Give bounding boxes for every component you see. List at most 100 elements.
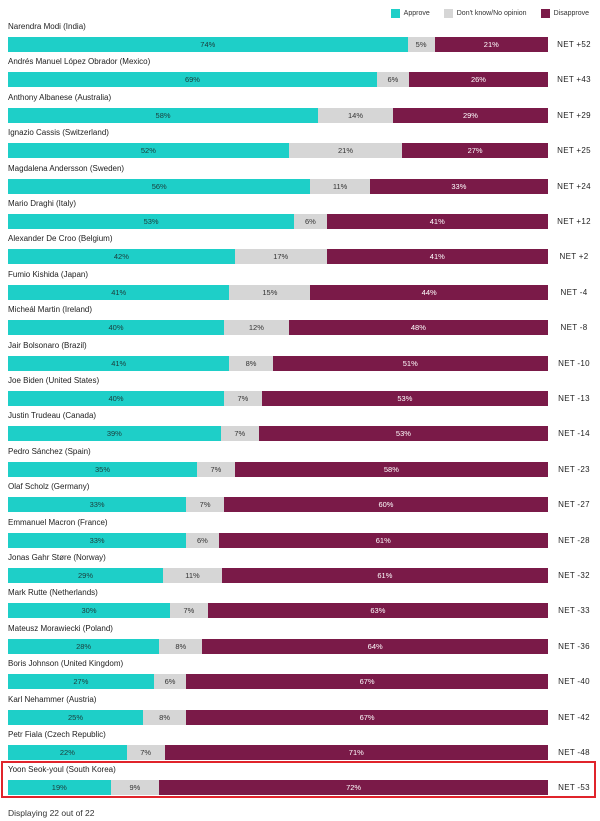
bar-segment-disapprove[interactable]: 53%: [258, 426, 548, 442]
bar-segment-approve[interactable]: 30%: [8, 603, 170, 619]
bar-segment-unsure[interactable]: 6%: [376, 72, 409, 88]
bar-segment-disapprove[interactable]: 48%: [288, 320, 548, 336]
bar-segment-approve[interactable]: 40%: [8, 320, 224, 336]
bar-segment-disapprove[interactable]: 53%: [261, 391, 548, 406]
bar-segment-unsure[interactable]: 7%: [224, 391, 262, 406]
bar-segment-unsure[interactable]: 8%: [159, 638, 203, 654]
net-score: NET -23: [558, 464, 590, 474]
bar-segment-approve[interactable]: 19%: [8, 780, 111, 796]
bar-segment-approve[interactable]: 56%: [8, 178, 311, 194]
data-label-disapprove: 58%: [383, 464, 399, 474]
stacked-bar: 74% 5% 21%: [8, 37, 548, 52]
legend-item-approve[interactable]: Approve: [390, 9, 430, 18]
data-label-approve: 56%: [151, 181, 167, 191]
bar-segment-disapprove[interactable]: 27%: [402, 143, 548, 159]
bar-segment-approve[interactable]: 41%: [8, 284, 230, 300]
data-label-approve: 53%: [143, 217, 159, 226]
bar-segment-unsure[interactable]: 7%: [197, 461, 235, 477]
bar-segment-approve[interactable]: 74%: [8, 37, 408, 52]
stacked-bar: 39% 7% 53%: [8, 426, 548, 442]
stacked-bar: 41% 8% 51%: [8, 355, 548, 371]
bar-segment-disapprove[interactable]: 21%: [434, 37, 548, 52]
bar-segment-unsure[interactable]: 6%: [153, 674, 187, 690]
data-label-unsure: 7%: [237, 394, 249, 403]
bar-segment-disapprove[interactable]: 33%: [369, 178, 548, 194]
bar-segment-approve[interactable]: 27%: [8, 674, 154, 690]
data-label-disapprove: 33%: [451, 181, 467, 191]
bar-segment-approve[interactable]: 28%: [8, 638, 160, 654]
bar-segment-unsure[interactable]: 7%: [186, 497, 224, 513]
legend-label-unsure: Don't know/No opinion: [456, 10, 527, 17]
legend-item-unsure[interactable]: Don't know/No opinion: [443, 9, 527, 18]
bar-segment-approve[interactable]: 69%: [8, 72, 377, 88]
bar-segment-approve[interactable]: 52%: [8, 143, 289, 159]
bar-segment-disapprove[interactable]: 61%: [221, 568, 548, 583]
net-score: NET -53: [558, 783, 590, 793]
chart-row: Magdalena Andersson (Sweden) 56% 11% 33% NET…: [0, 164, 600, 199]
bar-segment-disapprove[interactable]: 67%: [186, 674, 548, 690]
row-label: Jonas Gahr Støre (Norway): [8, 553, 106, 562]
bar-segment-disapprove[interactable]: 41%: [326, 249, 548, 265]
bar-segment-disapprove[interactable]: 71%: [164, 745, 548, 760]
data-label-disapprove: 64%: [367, 641, 383, 651]
bar-segment-disapprove[interactable]: 61%: [218, 532, 548, 548]
bar-segment-disapprove[interactable]: 41%: [326, 214, 548, 229]
bar-segment-approve[interactable]: 42%: [8, 249, 235, 265]
bar-segment-disapprove[interactable]: 64%: [202, 638, 548, 654]
bar-segment-unsure[interactable]: 11%: [163, 568, 222, 583]
bar-segment-unsure[interactable]: 7%: [170, 603, 208, 619]
data-label-approve: 27%: [73, 677, 89, 687]
bar-segment-approve[interactable]: 58%: [8, 107, 319, 123]
row-label: Mario Draghi (Italy): [8, 199, 77, 208]
bar-segment-unsure[interactable]: 15%: [229, 284, 311, 300]
bar-segment-unsure[interactable]: 7%: [126, 745, 165, 760]
bar-segment-disapprove[interactable]: 44%: [310, 284, 548, 300]
bar-segment-approve[interactable]: 41%: [8, 355, 230, 371]
bar-segment-disapprove[interactable]: 72%: [159, 780, 548, 796]
bar-segment-unsure[interactable]: 7%: [220, 426, 259, 442]
bar-segment-approve[interactable]: 35%: [8, 461, 197, 477]
bar-segment-approve[interactable]: 22%: [8, 745, 127, 760]
bar-segment-disapprove[interactable]: 60%: [223, 497, 548, 513]
bar-segment-unsure[interactable]: 9%: [110, 780, 160, 796]
chart-row: Mario Draghi (Italy) 53% 6% 41% NET +12: [0, 199, 600, 234]
bar-segment-disapprove[interactable]: 29%: [392, 107, 548, 123]
bar-segment-unsure[interactable]: 17%: [234, 249, 327, 265]
data-label-disapprove: 60%: [378, 500, 394, 510]
bar-segment-approve[interactable]: 25%: [8, 709, 143, 725]
row-label: Ignazio Cassis (Switzerland): [8, 128, 109, 138]
chart-row: Mark Rutte (Netherlands) 30% 7% 63% NET -33: [0, 588, 600, 623]
data-label-disapprove: 63%: [370, 606, 386, 616]
bar-segment-unsure[interactable]: 8%: [143, 709, 187, 725]
stacked-bar: 40% 12% 48%: [8, 320, 548, 336]
bar-segment-approve[interactable]: 53%: [8, 214, 295, 229]
stacked-bar: 30% 7% 63%: [8, 603, 548, 619]
bar-segment-disapprove[interactable]: 26%: [408, 72, 548, 88]
bar-segment-approve[interactable]: 29%: [8, 568, 164, 583]
bar-segment-approve[interactable]: 33%: [8, 497, 187, 513]
bar-segment-disapprove[interactable]: 51%: [272, 355, 548, 371]
stacked-bar: 40% 7% 53%: [8, 391, 548, 406]
legend-swatch-unsure: [443, 9, 453, 18]
bar-segment-disapprove[interactable]: 67%: [186, 709, 548, 725]
bar-segment-unsure[interactable]: 5%: [407, 37, 435, 52]
bar-segment-unsure[interactable]: 8%: [229, 355, 273, 371]
net-score: NET +29: [557, 110, 591, 120]
bar-segment-approve[interactable]: 40%: [8, 391, 224, 406]
bar-segment-approve[interactable]: 39%: [8, 426, 221, 442]
bar-segment-unsure[interactable]: 21%: [288, 143, 403, 159]
chart-row: Pedro Sánchez (Spain) 35% 7% 58% NET -23: [0, 447, 600, 482]
data-label-approve: 19%: [51, 783, 67, 793]
bar-segment-approve[interactable]: 33%: [8, 532, 187, 548]
bar-segment-unsure[interactable]: 11%: [310, 178, 370, 194]
bar-segment-unsure[interactable]: 12%: [224, 320, 289, 336]
stacked-bar: 22% 7% 71%: [8, 745, 548, 760]
bar-segment-disapprove[interactable]: 63%: [207, 603, 548, 619]
bar-segment-unsure[interactable]: 6%: [294, 214, 327, 229]
bar-segment-unsure[interactable]: 14%: [318, 107, 393, 123]
data-label-disapprove: 67%: [359, 677, 375, 687]
bar-segment-unsure[interactable]: 6%: [186, 532, 219, 548]
legend-item-disapprove[interactable]: Disapprove: [540, 9, 589, 18]
stacked-bar: 42% 17% 41%: [8, 249, 548, 265]
bar-segment-disapprove[interactable]: 58%: [234, 461, 548, 477]
